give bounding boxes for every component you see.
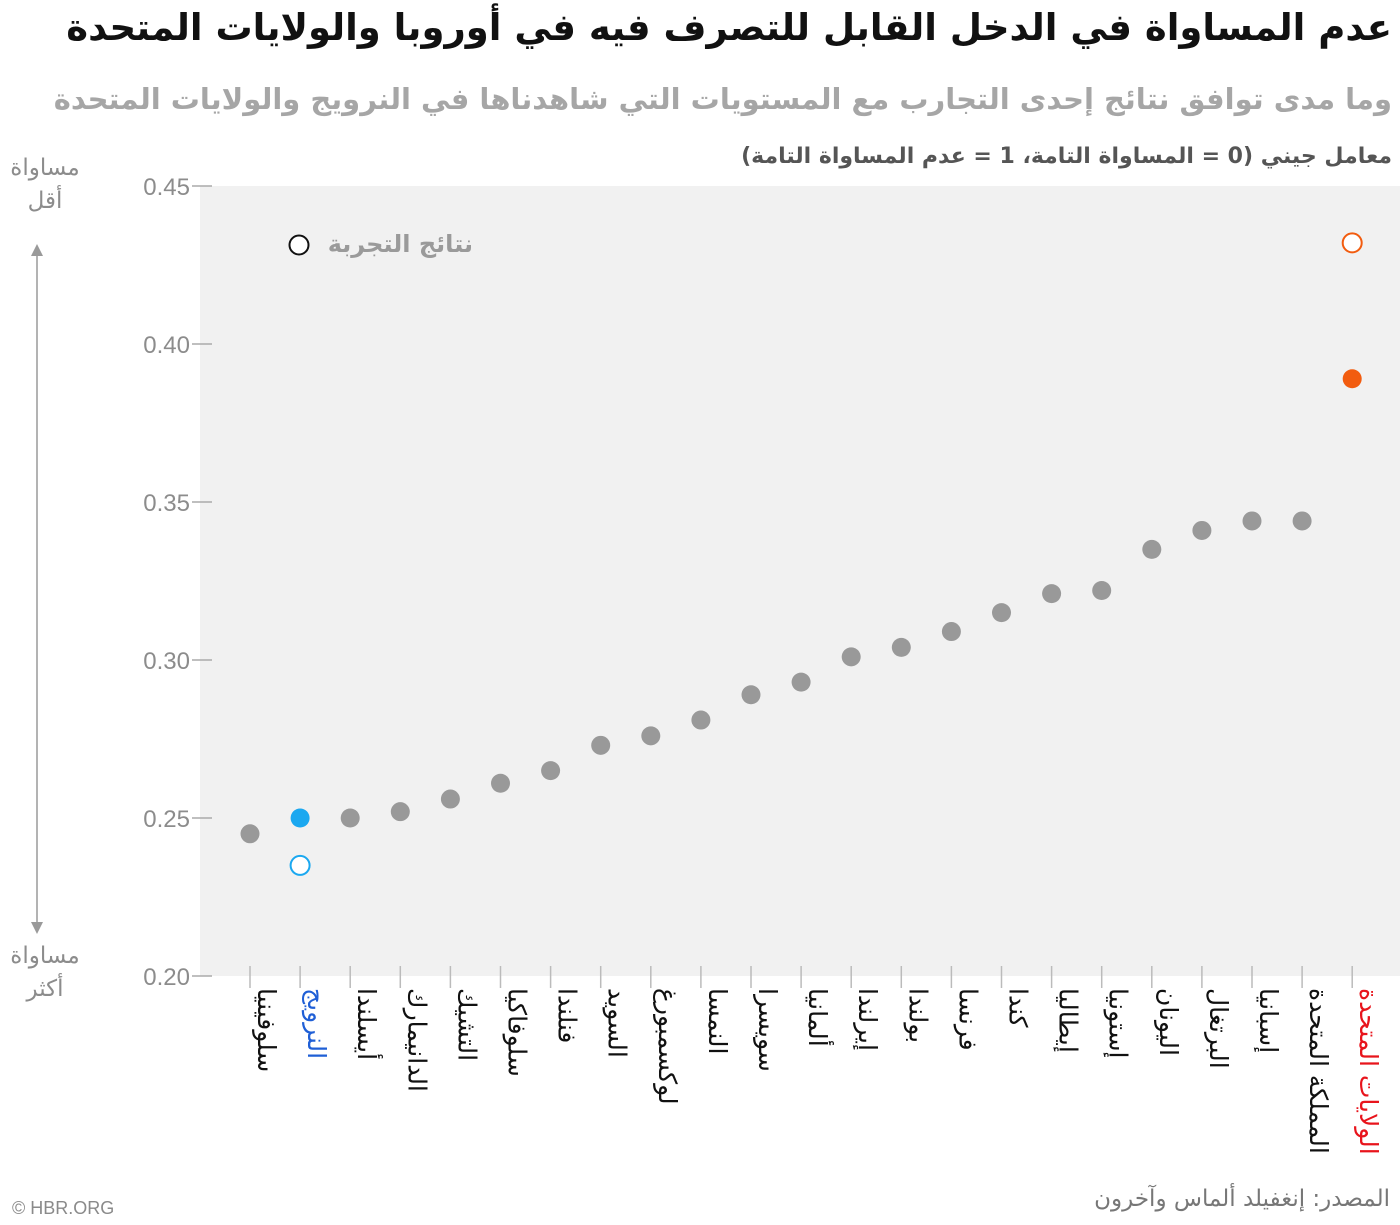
x-tick-label: سلوفينيا xyxy=(252,988,281,1072)
point-4 xyxy=(390,802,410,822)
point-14 xyxy=(891,637,911,657)
axis-bottom-label-line1: مساواة xyxy=(10,943,80,969)
y-tick-label: 0.35 xyxy=(143,490,190,517)
x-tick-label: البرتغال xyxy=(1204,988,1233,1069)
x-tick-label: النرويج xyxy=(301,988,331,1059)
x-tick-label: النمسا xyxy=(703,988,732,1054)
x-tick-label: بولندا xyxy=(903,988,932,1043)
y-tick-label: 0.25 xyxy=(143,806,190,833)
point-13 xyxy=(841,647,861,667)
y-tick-label: 0.20 xyxy=(143,964,190,991)
x-axis: سلوفينيا النرويج أيسلندا الدانيمارك التشيك سل… xyxy=(249,966,1383,1155)
x-tick-label: ألمانيا xyxy=(803,988,835,1047)
point-18 xyxy=(1092,580,1112,600)
x-tick-label: أيسلندا xyxy=(352,988,384,1060)
point-7 xyxy=(541,761,561,781)
y-tick-label: 0.45 xyxy=(143,174,190,201)
axis-bottom-label-line2: أكثر xyxy=(26,976,64,1002)
x-tick-label: السويد xyxy=(603,988,632,1058)
point-19 xyxy=(1142,539,1162,559)
point-2 xyxy=(290,808,310,828)
point-22 xyxy=(1292,511,1312,531)
plot-area xyxy=(200,186,1400,976)
y-tick-label: 0.40 xyxy=(143,332,190,359)
chart-title: عدم المساواة في الدخل القابل للتصرف فيه … xyxy=(66,6,1392,49)
point-12 xyxy=(791,672,811,692)
point-15 xyxy=(941,622,961,642)
point-23 xyxy=(1342,369,1362,389)
source-note: المصدر: إنغفيلد ألماس وآخرون xyxy=(1094,1186,1390,1212)
point-6 xyxy=(491,773,510,793)
y-axis: 0.45 0.40 0.35 0.30 0.25 0.20 xyxy=(143,174,212,991)
x-tick-label: إيطاليا xyxy=(1053,988,1083,1053)
x-tick-label: إستونيا xyxy=(1103,988,1133,1058)
axis-top-label: مساواة أقل xyxy=(0,152,90,218)
point-17 xyxy=(1042,584,1062,604)
x-tick-label: إيرلندا xyxy=(852,988,882,1051)
data-points xyxy=(240,232,1363,876)
x-tick-label: فرنسا xyxy=(953,988,982,1051)
x-tick-label: التشيك xyxy=(452,988,481,1061)
legend-label: نتائج التجربة xyxy=(328,230,473,258)
axis-bottom-label: مساواة أكثر xyxy=(0,940,90,1006)
experiment-point-1 xyxy=(289,854,311,876)
axis-top-label-line2: أقل xyxy=(27,188,63,214)
x-tick-label: اليونان xyxy=(1154,988,1183,1056)
point-11 xyxy=(741,685,761,705)
axis-top-label-line1: مساواة xyxy=(10,155,80,181)
credit: © HBR.ORG xyxy=(12,1198,115,1218)
experiment-point-2 xyxy=(1341,232,1363,254)
point-9 xyxy=(641,726,661,746)
arrow-head-up xyxy=(31,244,43,256)
chart-subtitle: وما مدى توافق نتائج إحدى التجارب مع المس… xyxy=(53,82,1392,116)
y-tick-label: 0.30 xyxy=(143,648,190,675)
point-5 xyxy=(440,789,460,809)
x-tick-label: الدانيمارك xyxy=(402,988,431,1092)
point-20 xyxy=(1192,520,1212,540)
point-3 xyxy=(340,808,360,828)
x-tick-label: سلوفاكيا xyxy=(503,988,532,1077)
x-tick-label: الولايات المتحدة xyxy=(1354,988,1383,1155)
direction-arrow xyxy=(31,244,43,934)
point-8 xyxy=(591,735,611,755)
legend-marker xyxy=(288,234,310,256)
point-10 xyxy=(691,710,711,730)
x-tick-label: إسبانيا xyxy=(1253,988,1283,1053)
x-tick-label: فنلندا xyxy=(553,988,582,1043)
x-tick-label: المملكة المتحدة xyxy=(1304,988,1333,1154)
arrow-head-down xyxy=(31,922,43,934)
point-21 xyxy=(1242,511,1262,531)
point-1 xyxy=(240,824,260,844)
point-16 xyxy=(992,603,1011,623)
legend: نتائج التجربة xyxy=(288,230,473,258)
x-tick-label: سويسرا xyxy=(753,988,782,1072)
y-axis-label: معامل جيني (0 = المساواة التامة، 1 = عدم… xyxy=(741,144,1392,169)
x-tick-label: لوكسمبورغ xyxy=(653,988,682,1105)
x-tick-label: كندا xyxy=(1004,988,1033,1028)
